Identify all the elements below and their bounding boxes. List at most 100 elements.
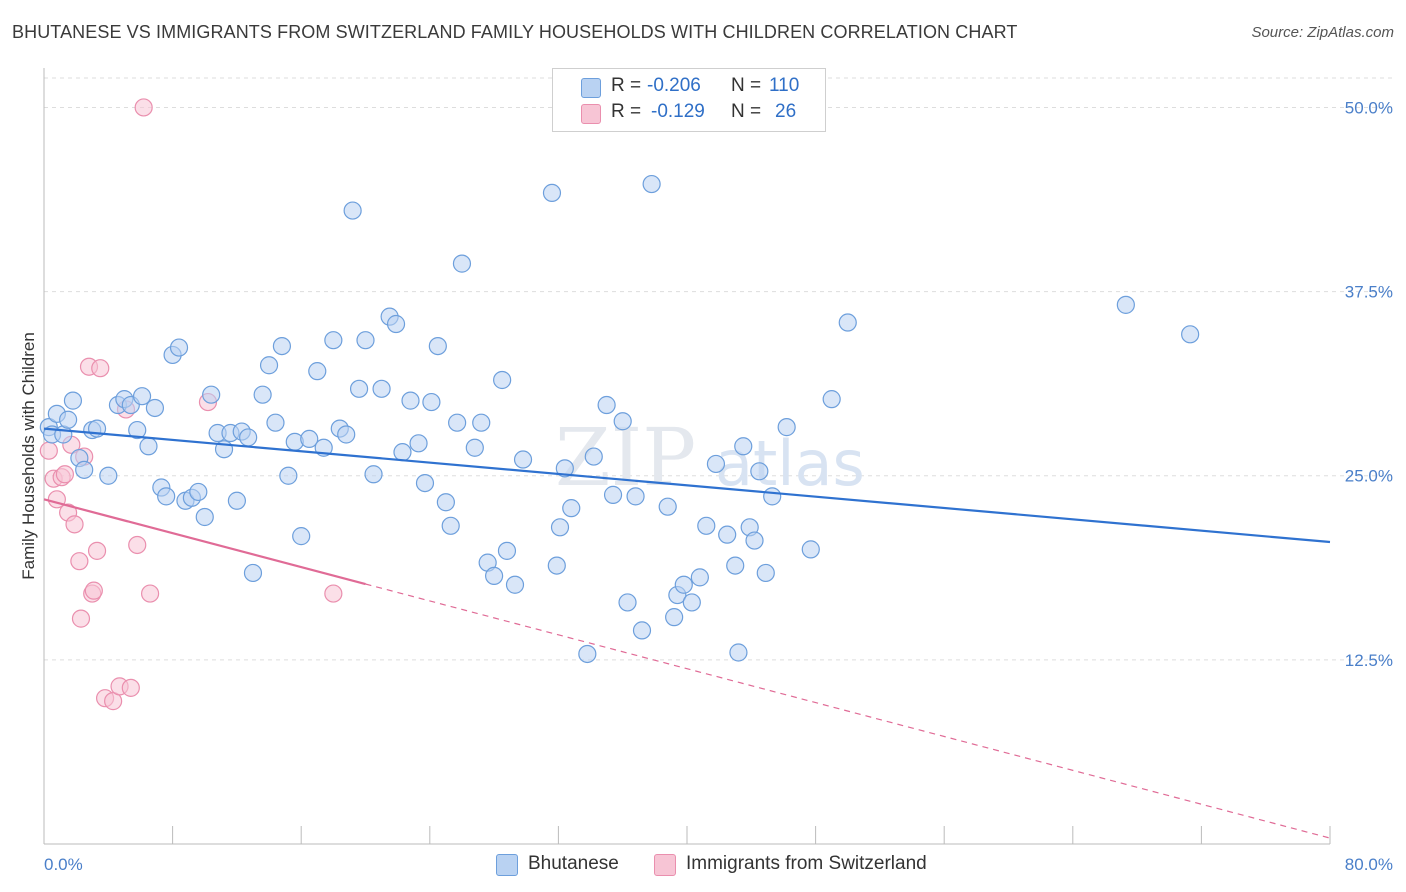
bhutanese-point-65 [472,413,491,432]
bhutanese-point-51 [372,379,391,398]
bottom-legend-bhutanese: Bhutanese [528,853,619,874]
bhutanese-point-4 [59,410,78,429]
bhutanese-point-26 [202,385,221,404]
bhutanese-point-38 [279,466,298,485]
bottom-legend-swatch-bhutanese [496,854,518,876]
bhutanese-point-72 [542,183,562,202]
bhutanese-point-96 [729,643,748,662]
x-tick-label-0: 0.0% [44,855,83,874]
bhutanese-point-104 [801,540,820,559]
bhutanese-point-68 [493,370,512,390]
bhutanese-point-50 [364,465,383,484]
bhutanese-point-101 [756,563,775,583]
bhutanese-point-34 [253,385,272,404]
bhutanese-point-47 [343,201,362,220]
switzerland-point-7 [65,515,84,534]
bhutanese-point-15 [132,387,152,406]
trend-line-bhutanese [43,427,1331,544]
y-tick-label-1: 25.0% [1345,467,1393,486]
bhutanese-point-55 [401,391,420,410]
switzerland-point-22 [134,98,153,117]
bhutanese-point-86 [658,497,677,516]
bhutanese-point-64 [465,438,484,457]
bhutanese-point-32 [239,428,258,447]
bhutanese-point-73 [547,556,566,575]
bhutanese-point-61 [441,516,460,535]
bhutanese-point-108 [1181,325,1200,344]
legend-n-label-2: N = [731,101,762,122]
bhutanese-point-93 [706,454,726,474]
switzerland-point-13 [84,581,103,600]
legend-r-value-2: -0.129 [651,101,705,122]
trend-line-switzerland-dashed [365,583,1331,839]
bhutanese-point-46 [337,425,356,444]
bhutanese-point-78 [584,447,603,466]
bhutanese-point-100 [750,462,769,481]
bhutanese-point-71 [513,450,533,469]
switzerland-point-14 [87,541,107,560]
bhutanese-point-40 [292,527,311,546]
bhutanese-point-19 [157,487,176,506]
bhutanese-point-44 [324,331,343,350]
switzerland-point-25 [324,584,343,603]
bhutanese-point-33 [243,563,263,583]
bhutanese-point-14 [128,420,147,440]
bhutanese-point-76 [562,499,581,518]
bhutanese-point-5 [63,391,83,410]
bhutanese-point-105 [822,390,841,409]
bhutanese-point-102 [763,487,782,506]
y-tick-label-2: 37.5% [1345,283,1393,302]
switzerland-point-20 [121,678,140,697]
bhutanese-point-17 [145,398,165,418]
switzerland-point-9 [71,609,91,628]
bhutanese-point-48 [349,379,369,398]
bhutanese-point-49 [356,331,375,350]
correlation-legend: R = -0.206 N = 110 R = -0.129 N = 26 [552,68,826,132]
legend-n-value-2: 26 [775,101,797,122]
bhutanese-point-90 [682,593,701,612]
bhutanese-point-54 [393,443,412,462]
switzerland-point-4 [55,465,74,484]
bhutanese-point-16 [139,437,158,456]
bhutanese-point-36 [266,413,285,432]
bhutanese-point-59 [428,337,447,356]
legend-swatch-switzerland [581,104,601,124]
bhutanese-point-84 [632,621,652,640]
bhutanese-point-79 [597,395,616,415]
legend-n-value-1: 110 [769,75,800,96]
switzerland-point-23 [140,584,160,603]
bhutanese-point-106 [838,313,857,332]
trend-line-switzerland-solid [43,498,366,586]
bhutanese-point-56 [409,434,428,453]
bhutanese-point-63 [452,254,472,273]
switzerland-point-8 [70,552,89,571]
bhutanese-point-77 [578,644,597,664]
bhutanese-point-81 [613,412,632,431]
bhutanese-point-41 [300,429,319,449]
bottom-legend-swatch-switzerland [654,854,676,876]
legend-r-label-1: R = [611,75,642,96]
bhutanese-point-67 [485,566,504,586]
legend-r-value-1: -0.206 [647,75,701,96]
bhutanese-point-10 [99,466,118,485]
y-axis-label: Family Households with Children [19,332,38,580]
switzerland-point-0 [39,441,58,460]
legend-r-label-2: R = [611,101,642,122]
bhutanese-point-42 [308,362,327,381]
legend-swatch-bhutanese [581,78,601,98]
bhutanese-point-30 [227,491,246,510]
bhutanese-point-24 [189,482,208,502]
chart-title: BHUTANESE VS IMMIGRANTS FROM SWITZERLAND… [12,22,1018,42]
bhutanese-point-91 [690,568,709,587]
bhutanese-point-58 [422,392,441,412]
bhutanese-point-95 [726,556,745,575]
bhutanese-point-107 [1116,295,1135,314]
bhutanese-point-83 [626,487,645,506]
bhutanese-point-87 [665,608,684,627]
bhutanese-point-75 [555,459,574,478]
bhutanese-point-103 [777,418,796,437]
bhutanese-point-74 [550,518,570,537]
series-immigrants-switzerland [39,98,343,711]
bhutanese-point-85 [642,174,661,194]
bhutanese-point-37 [272,337,292,356]
